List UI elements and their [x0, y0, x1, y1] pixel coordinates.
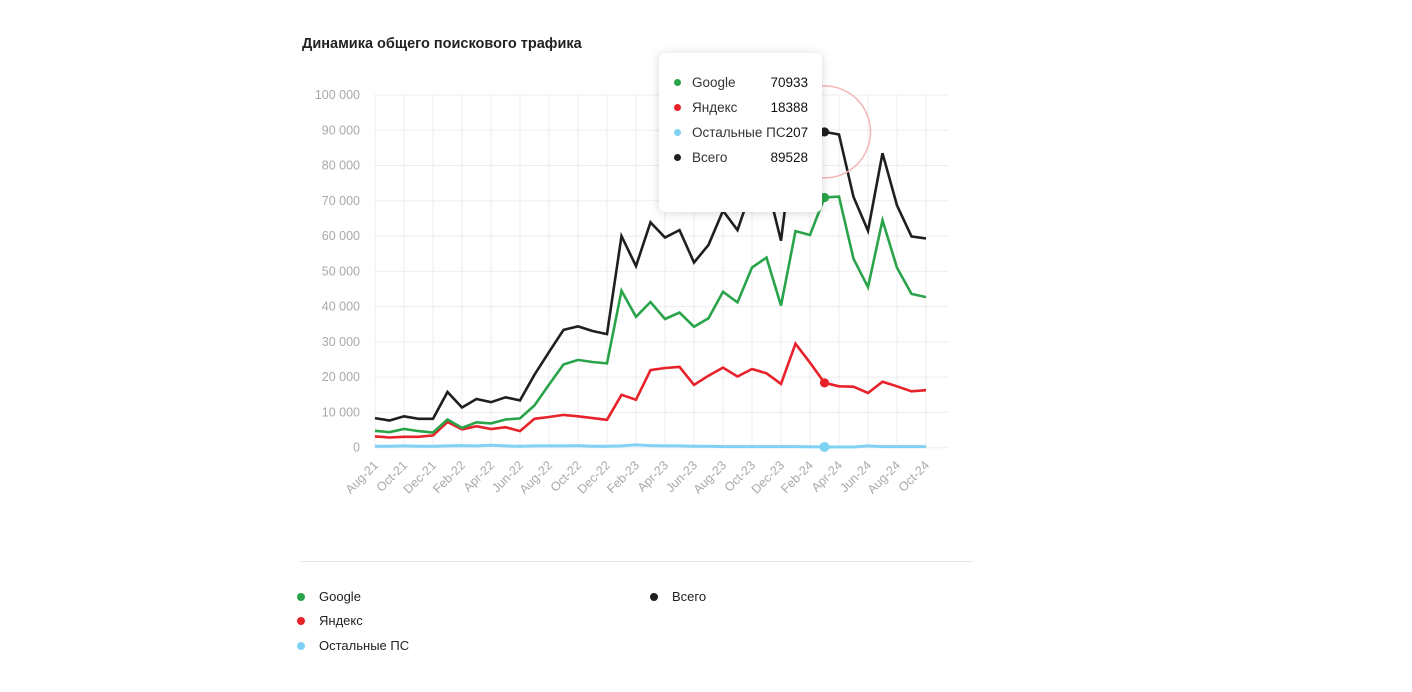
tooltip-value: 70933: [770, 75, 808, 90]
legend-item-yandex[interactable]: Яндекс: [297, 613, 363, 628]
x-axis-label: Aug-24: [865, 458, 903, 496]
hover-dot-total: [819, 127, 830, 137]
y-axis-label: 0: [353, 441, 360, 455]
y-axis-label: 60 000: [322, 229, 360, 243]
x-axis-label: Apr-22: [461, 458, 497, 494]
y-axis-label: 80 000: [322, 159, 360, 173]
x-axis-label: Dec-22: [575, 458, 613, 496]
y-axis-label: 70 000: [322, 194, 360, 208]
tooltip-row-others: Остальные ПС 207: [674, 120, 808, 145]
page-title: Динамика общего поискового трафика: [302, 36, 582, 52]
y-axis-label: 10 000: [322, 405, 360, 419]
x-axis-label: Oct-24: [896, 458, 932, 494]
tooltip-label: Остальные ПС: [692, 125, 786, 140]
google-legend-dot-icon: [297, 592, 305, 601]
tooltip-label: Яндекс: [692, 100, 738, 115]
legend-divider: [300, 561, 973, 562]
x-axis-label: Dec-21: [401, 458, 439, 496]
google-series-dot-icon: [674, 79, 681, 86]
x-axis-label: Feb-23: [604, 458, 642, 496]
tooltip-row-google: Google 70933: [674, 70, 808, 95]
tooltip-value: 18388: [770, 100, 808, 115]
total-legend-dot-icon: [650, 592, 658, 601]
legend-label: Всего: [672, 589, 707, 604]
legend-label: Google: [319, 589, 361, 604]
series-line-total[interactable]: [374, 122, 927, 422]
tooltip-value: 207: [785, 125, 809, 140]
tooltip-row-yandex: Яндекс 18388: [674, 95, 808, 120]
tooltip-value: 89528: [770, 150, 808, 165]
legend-item-google[interactable]: Google: [297, 589, 361, 604]
hover-dot-others: [819, 441, 830, 452]
legend-label: Остальные ПС: [319, 638, 410, 653]
x-axis-label: Feb-22: [430, 458, 468, 496]
legend-item-others[interactable]: Остальные ПС: [297, 638, 409, 653]
yandex-legend-dot-icon: [297, 616, 305, 625]
yandex-series-dot-icon: [674, 104, 681, 111]
x-axis-label: Apr-24: [809, 458, 845, 494]
x-axis-label: Feb-24: [778, 458, 816, 496]
others-legend-dot-icon: [297, 641, 305, 650]
y-axis-label: 30 000: [322, 335, 360, 349]
hover-dot-google: [819, 192, 830, 203]
series-line-yandex[interactable]: [374, 341, 927, 439]
y-axis-label: 100 000: [315, 88, 360, 102]
legend-label: Яндекс: [319, 613, 363, 628]
hover-dot-yandex: [819, 378, 830, 388]
x-axis-label: Apr-23: [635, 458, 671, 494]
x-axis-label: Aug-23: [691, 458, 729, 496]
y-axis-label: 20 000: [322, 370, 360, 384]
x-axis-label: Aug-21: [343, 458, 381, 496]
series-line-others[interactable]: [375, 443, 926, 449]
total-series-dot-icon: [674, 154, 681, 161]
x-axis-label: Aug-22: [517, 458, 555, 496]
series-line-google[interactable]: [374, 195, 927, 434]
y-axis-label: 90 000: [322, 123, 360, 137]
chart-tooltip: Google 70933 Яндекс 18388 Остальные ПС 2…: [659, 53, 822, 212]
tooltip-label: Всего: [692, 150, 728, 165]
others-series-dot-icon: [674, 129, 681, 136]
x-axis-label: Dec-23: [749, 458, 787, 496]
tooltip-label: Google: [692, 75, 736, 90]
y-axis-label: 40 000: [322, 300, 360, 314]
tooltip-row-total: Всего 89528: [674, 145, 808, 170]
legend-item-total[interactable]: Всего: [650, 589, 706, 604]
y-axis-label: 50 000: [322, 264, 360, 278]
